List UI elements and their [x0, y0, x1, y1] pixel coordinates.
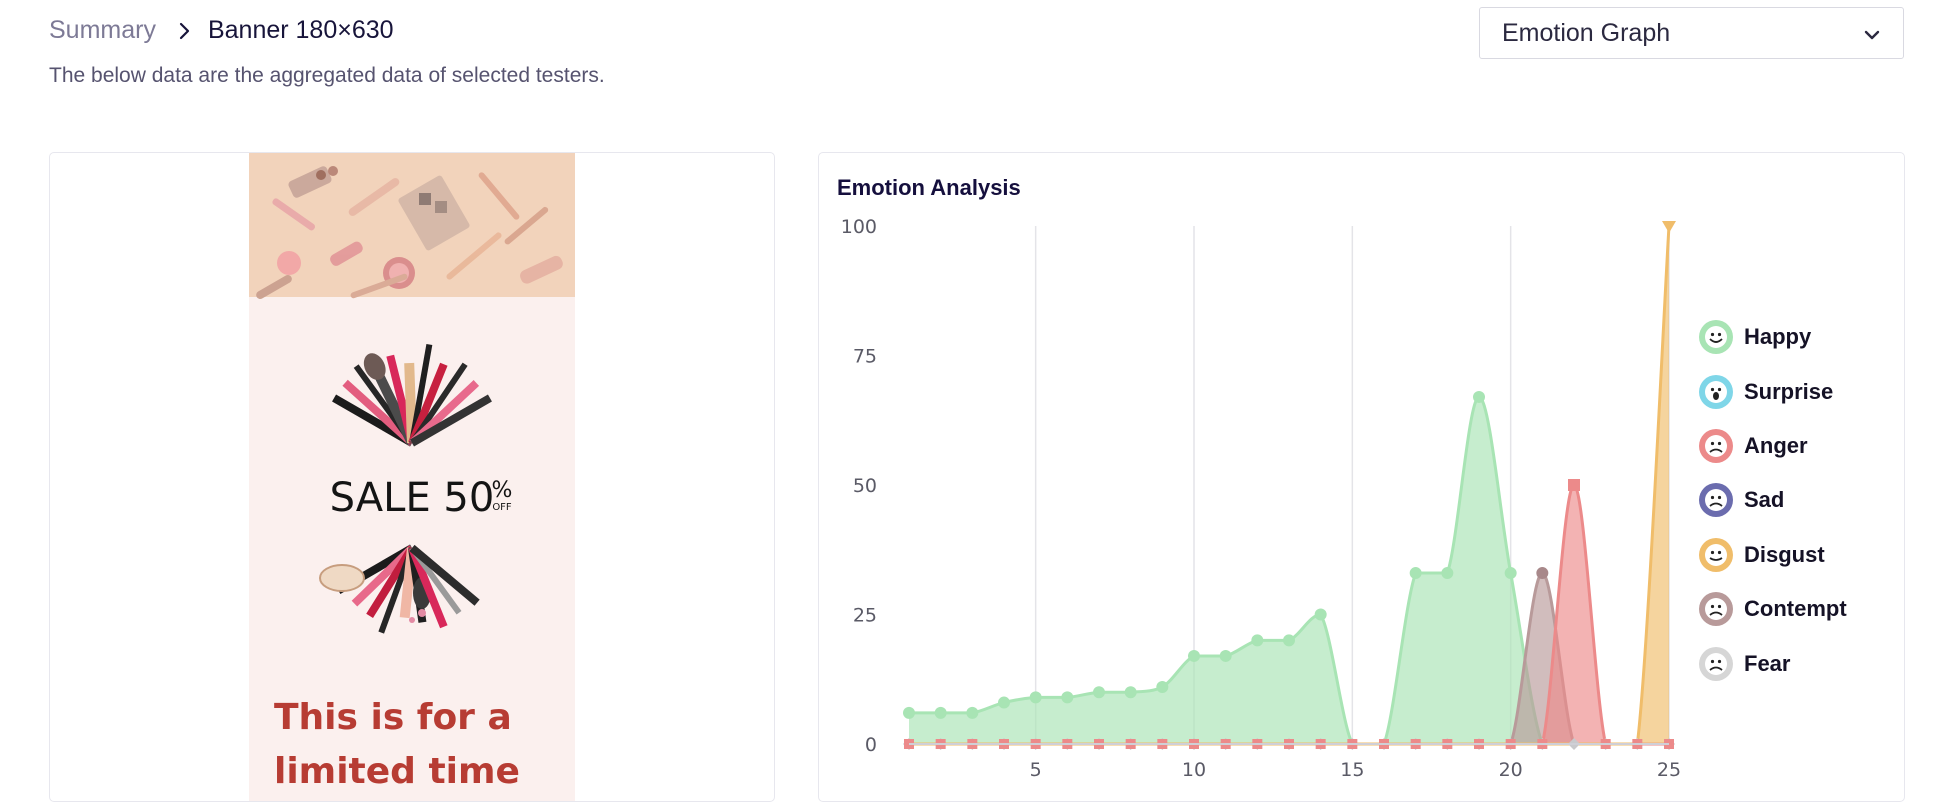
legend-label-surprise: Surprise [1744, 378, 1834, 404]
y-tick-label: 0 [865, 734, 877, 756]
happy-face-icon [1699, 320, 1733, 355]
happy-point[interactable] [934, 706, 947, 719]
banner-line-2: limited time [274, 751, 520, 792]
happy-point[interactable] [1188, 649, 1200, 662]
happy-point[interactable] [998, 696, 1010, 709]
view-select-value: Emotion Graph [1502, 18, 1671, 47]
breadcrumb-summary-link[interactable]: Summary [49, 16, 156, 44]
emotion-chart: 5 10 15 20 25 0 25 50 75 100 [841, 216, 1681, 781]
x-tick-label: 15 [1340, 759, 1364, 781]
legend-item-contempt[interactable]: Contempt [1699, 582, 1847, 636]
happy-point[interactable] [966, 706, 979, 719]
chevron-right-icon [178, 22, 190, 40]
y-tick-label: 50 [853, 475, 877, 497]
anger-point[interactable] [1568, 479, 1580, 491]
legend-item-happy[interactable]: Happy [1699, 310, 1847, 364]
breadcrumb-current: Banner 180×630 [207, 16, 394, 44]
view-select-dropdown[interactable]: Emotion Graph [1479, 7, 1904, 59]
x-tick-label: 10 [1182, 759, 1206, 781]
banner-sale-text: SALE 50 [330, 475, 495, 521]
happy-point[interactable] [1093, 686, 1105, 699]
chevron-down-icon [1863, 19, 1881, 48]
banner-percent: % [492, 478, 513, 503]
page-subtitle: The below data are the aggregated data o… [49, 64, 605, 87]
happy-point[interactable] [1409, 567, 1422, 580]
legend-label-anger: Anger [1744, 432, 1808, 458]
chart-legend: Happy Surprise Anger Sad Disgust Contempt Fear [1699, 310, 1847, 691]
legend-label-disgust: Disgust [1744, 541, 1825, 567]
disgust-face-icon [1699, 537, 1733, 572]
legend-label-contempt: Contempt [1744, 596, 1847, 622]
x-tick-label: 5 [1030, 759, 1042, 781]
happy-point[interactable] [1219, 649, 1232, 662]
happy-point[interactable] [1473, 390, 1485, 403]
anger-face-icon [1699, 428, 1733, 463]
happy-point[interactable] [1124, 686, 1137, 699]
sad-face-icon [1699, 483, 1733, 518]
legend-item-surprise[interactable]: Surprise [1699, 364, 1847, 418]
chart-title: Emotion Analysis [837, 175, 1021, 200]
y-tick-label: 75 [853, 346, 877, 368]
legend-item-sad[interactable]: Sad [1699, 473, 1847, 527]
legend-label-sad: Sad [1744, 487, 1785, 513]
happy-point[interactable] [1441, 567, 1454, 580]
legend-item-fear[interactable]: Fear [1699, 636, 1847, 690]
contempt-point[interactable] [1536, 567, 1549, 580]
banner-image: SALE 50 % OFF This is for a limited time [249, 153, 575, 801]
legend-item-anger[interactable]: Anger [1699, 419, 1847, 473]
happy-point[interactable] [1251, 634, 1264, 647]
contempt-face-icon [1699, 592, 1733, 627]
x-tick-label: 25 [1657, 759, 1681, 781]
anger-area [909, 485, 1669, 744]
banner-preview-card: SALE 50 % OFF This is for a limited time [49, 152, 775, 802]
surprise-face-icon [1699, 374, 1733, 409]
y-tick-label: 25 [853, 605, 877, 627]
happy-point[interactable] [1504, 567, 1517, 580]
emotion-analysis-card: Emotion Analysis 5 10 15 20 25 0 25 50 75 100 Hap… [818, 152, 1905, 802]
happy-point[interactable] [1156, 681, 1169, 694]
banner-line-1: This is for a [274, 697, 512, 738]
y-tick-label: 100 [841, 216, 877, 238]
legend-label-fear: Fear [1744, 650, 1791, 676]
happy-point[interactable] [1314, 608, 1327, 621]
happy-point[interactable] [1283, 634, 1295, 647]
legend-item-disgust[interactable]: Disgust [1699, 528, 1847, 582]
x-tick-label: 20 [1499, 759, 1523, 781]
banner-off: OFF [492, 502, 512, 513]
happy-point[interactable] [1061, 691, 1074, 704]
breadcrumb: Summary Banner 180×630 [49, 16, 394, 45]
happy-point[interactable] [1029, 691, 1042, 704]
happy-area [909, 396, 1669, 744]
happy-point[interactable] [903, 706, 915, 719]
legend-label-happy: Happy [1744, 324, 1812, 350]
disgust-point[interactable] [1662, 221, 1676, 233]
fear-face-icon [1699, 646, 1733, 681]
